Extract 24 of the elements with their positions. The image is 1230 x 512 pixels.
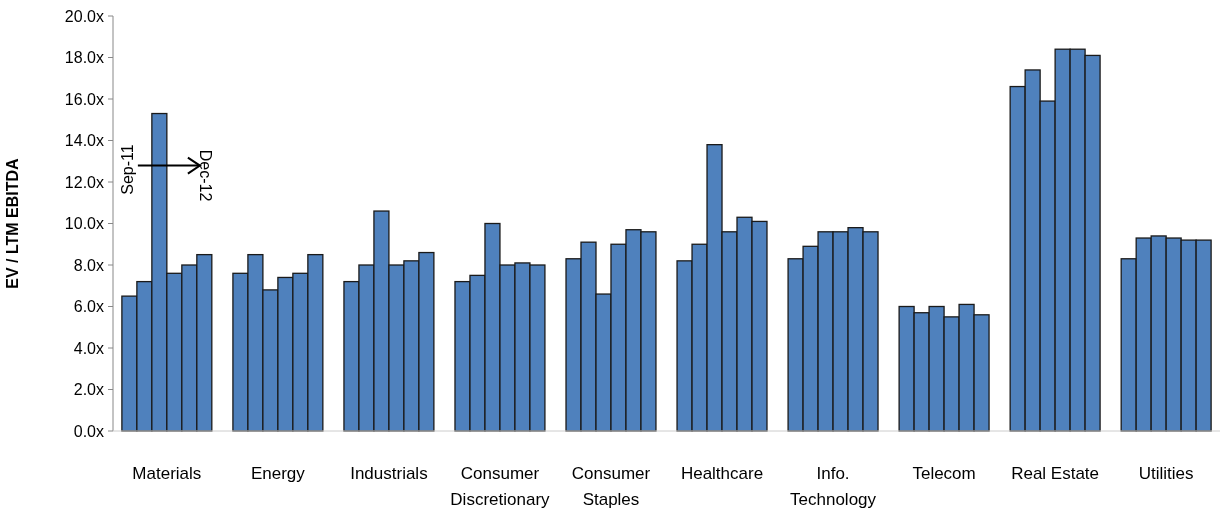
x-tick-label: Info. Technology <box>790 464 877 509</box>
y-tick-label: 4.0x <box>73 339 104 357</box>
y-tick-label: 14.0x <box>64 132 104 150</box>
x-tick-label: Consumer Discretionary <box>450 464 551 509</box>
y-tick-label: 8.0x <box>73 256 104 274</box>
y-tick-label: 10.0x <box>64 215 104 233</box>
x-tick-label: Energy <box>250 464 306 483</box>
annotation: Sep-11 <box>119 144 137 195</box>
y-tick-label: 0.0x <box>73 422 104 440</box>
y-tick-label: 16.0x <box>64 90 104 108</box>
y-tick-label: 2.0x <box>73 381 104 399</box>
y-tick-label: 20.0x <box>64 7 104 25</box>
x-tick-label: Real Estate <box>1011 464 1100 483</box>
x-tick-label: Telecom <box>912 464 976 483</box>
y-tick-label: 6.0x <box>73 298 104 316</box>
x-tick-label: Consumer Staples <box>571 464 651 509</box>
annotation: Dec-12 <box>197 149 215 202</box>
y-tick-label: 12.0x <box>64 173 104 191</box>
x-tick-label: Industrials <box>350 464 428 483</box>
x-tick-label: Healthcare <box>680 464 764 483</box>
y-tick-label: 18.0x <box>64 49 104 67</box>
x-tick-label: Utilities <box>1138 464 1194 483</box>
y-axis-title: EV / LTM EBITDA <box>4 157 21 289</box>
x-tick-label: Materials <box>132 464 202 483</box>
